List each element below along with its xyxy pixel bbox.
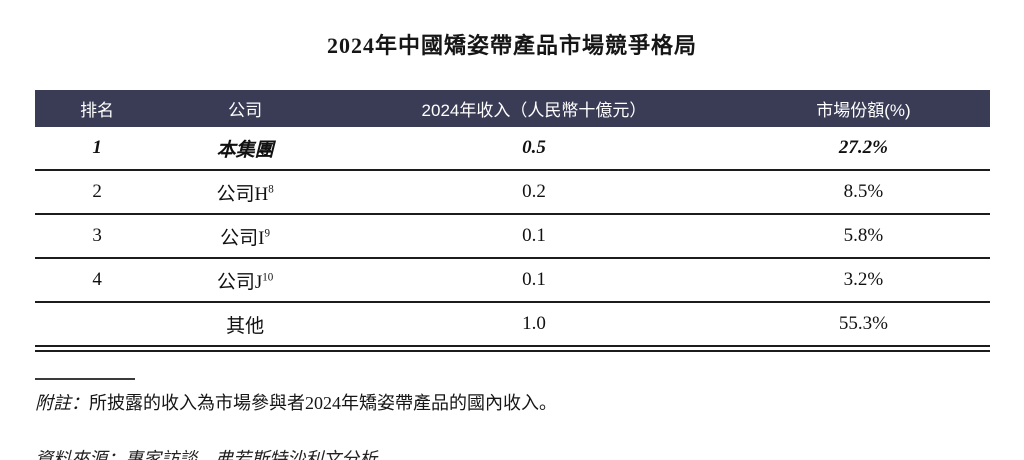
company-cell: 本集團 <box>159 135 331 162</box>
market-share-cell: 3.2% <box>843 269 884 290</box>
rank-cell: 2 <box>92 181 102 202</box>
source-line: 資料來源：專家訪談、弗若斯特沙利文分析 <box>35 449 377 460</box>
table-row: 4 公司J10 0.1 3.2% <box>35 259 990 303</box>
revenue-cell: 0.5 <box>522 137 546 158</box>
company-name: 公司H <box>216 183 269 205</box>
page-title: 2024年中國矯姿帶產品市場競爭格局 <box>326 33 697 58</box>
rank-cell: 3 <box>92 225 102 246</box>
table-row: 1 本集團 0.5 27.2% <box>35 127 990 171</box>
footnote-superscript: 10 <box>262 271 274 284</box>
revenue-cell: 0.2 <box>522 181 546 202</box>
company-name: 公司J <box>216 271 263 293</box>
revenue-cell: 0.1 <box>522 225 546 246</box>
market-share-cell: 55.3% <box>838 313 888 334</box>
footnote-superscript: 8 <box>268 183 274 196</box>
footnote-label: 附註： <box>35 393 89 413</box>
company-cell: 其他 <box>159 311 331 338</box>
column-header-company: 公司 <box>228 101 263 120</box>
table-row: 2 公司H8 0.2 8.5% <box>35 171 990 215</box>
footnote-body: 所披露的收入為市場參與者2024年矯姿帶產品的國內收入。 <box>89 393 557 413</box>
revenue-cell: 0.1 <box>522 269 546 290</box>
rank-cell: 4 <box>92 269 102 290</box>
market-share-cell: 8.5% <box>843 181 884 202</box>
table-header-row: 排名 公司 2024年收入（人民幣十億元） 市場份額(%) <box>35 90 990 127</box>
column-header-market-share: 市場份額(%) <box>816 101 911 120</box>
company-name: 本集團 <box>216 139 274 161</box>
column-header-rank: 排名 <box>80 101 115 120</box>
company-cell: 公司H8 <box>159 179 331 206</box>
market-share-cell: 5.8% <box>843 225 884 246</box>
company-name: 其他 <box>226 315 265 337</box>
table-row: 3 公司I9 0.1 5.8% <box>35 215 990 259</box>
footnote-superscript: 9 <box>264 227 270 240</box>
revenue-cell: 1.0 <box>522 313 546 334</box>
company-cell: 公司I9 <box>159 223 331 250</box>
market-share-cell: 27.2% <box>838 137 888 158</box>
footnote-text: 附註：所披露的收入為市場參與者2024年矯姿帶產品的國內收入。 <box>35 389 1024 415</box>
company-cell: 公司J10 <box>159 267 331 294</box>
column-header-revenue: 2024年收入（人民幣十億元） <box>421 101 647 120</box>
table-row: 其他 1.0 55.3% <box>35 303 990 345</box>
footnote-divider <box>35 378 135 380</box>
rank-cell: 1 <box>92 137 102 158</box>
market-competition-table: 排名 公司 2024年收入（人民幣十億元） 市場份額(%) 1 本集團 0.5 … <box>35 90 990 352</box>
table-bottom-double-rule <box>35 345 990 352</box>
company-name: 公司I <box>220 227 265 249</box>
